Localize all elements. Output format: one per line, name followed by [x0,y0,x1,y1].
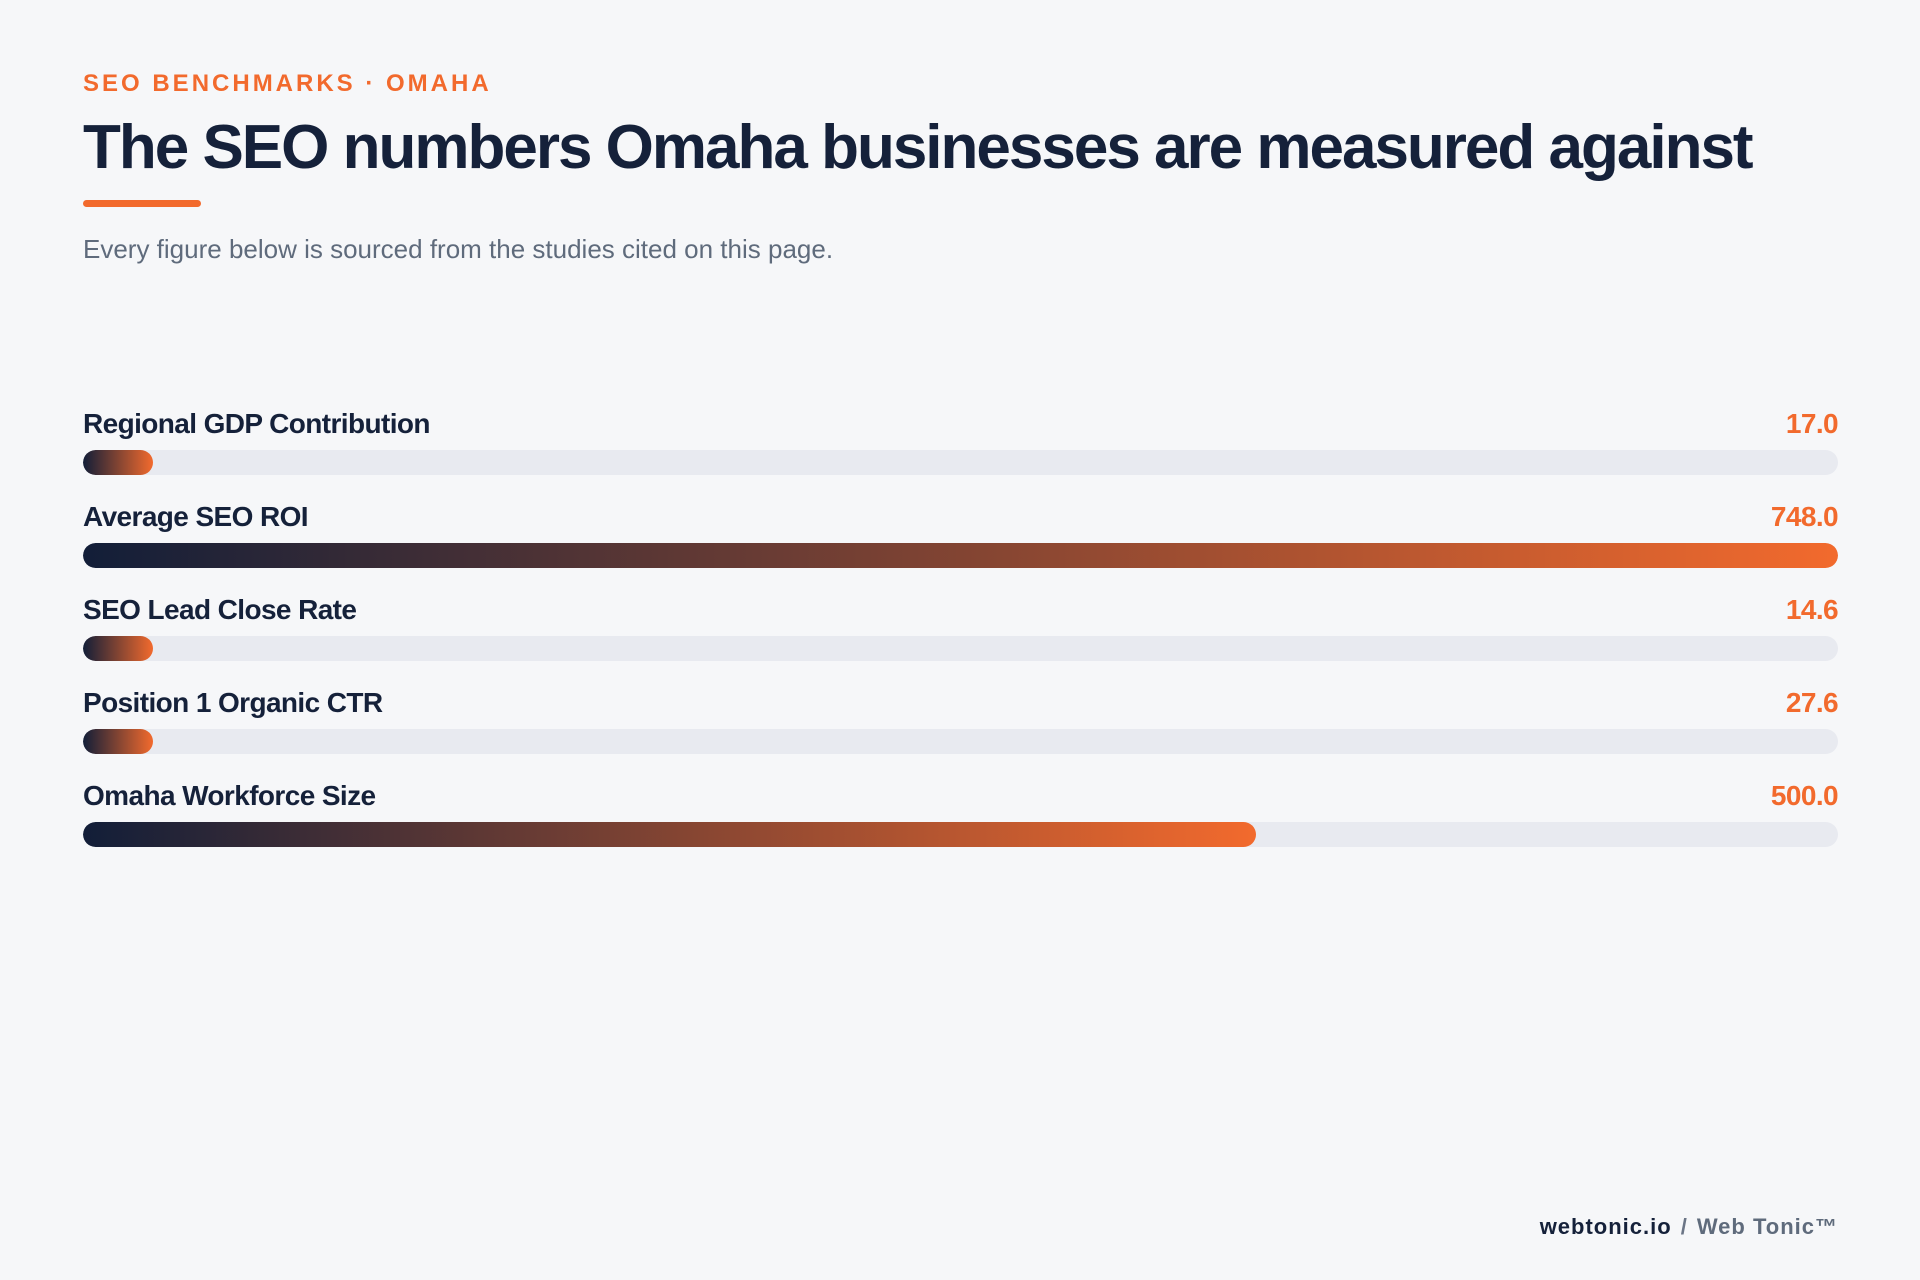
bar-label: Omaha Workforce Size [83,780,376,811]
bar-value-label: 500.0 [1770,780,1839,811]
footer-separator: / [1680,1214,1688,1239]
footer-credit: webtonic.io / Web Tonic™ [1540,1214,1838,1240]
bar-label: Position 1 Organic CTR [83,687,383,718]
bar-fill [83,543,1838,568]
footer-brand: Web Tonic™ [1696,1214,1838,1239]
eyebrow-label: SEO BENCHMARKS · OMAHA [83,70,492,97]
bar-label: Regional GDP Contribution [83,408,431,439]
footer-domain: webtonic.io [1539,1214,1672,1239]
bar-value-label: 17.0 [1785,408,1839,439]
title-underline-accent [83,200,201,207]
bar-fill [83,822,1256,847]
bar-fill [83,450,153,475]
bar-row: Average SEO ROI 748.0 [83,493,1839,586]
bar-label: SEO Lead Close Rate [83,594,357,625]
bar-row: Regional GDP Contribution 17.0 [83,400,1839,493]
bar-value-label: 27.6 [1785,687,1839,718]
bar-track [83,450,1838,475]
bar-row: SEO Lead Close Rate 14.6 [83,586,1839,679]
page-title: The SEO numbers Omaha businesses are mea… [83,113,1754,182]
bar-fill [83,636,153,661]
bar-track [83,822,1838,847]
benchmark-bar-chart: Regional GDP Contribution 17.0 Average SEO… [83,400,1839,865]
bar-track [83,543,1838,568]
bar-label: Average SEO ROI [83,501,309,532]
bar-value-label: 748.0 [1770,501,1839,532]
bar-value-label: 14.6 [1785,594,1839,625]
bar-track [83,636,1838,661]
bar-fill [83,729,153,754]
page-subtitle: Every figure below is sourced from the s… [83,234,834,264]
bar-track [83,729,1838,754]
bar-row: Position 1 Organic CTR 27.6 [83,679,1839,772]
bar-row: Omaha Workforce Size 500.0 [83,772,1839,865]
